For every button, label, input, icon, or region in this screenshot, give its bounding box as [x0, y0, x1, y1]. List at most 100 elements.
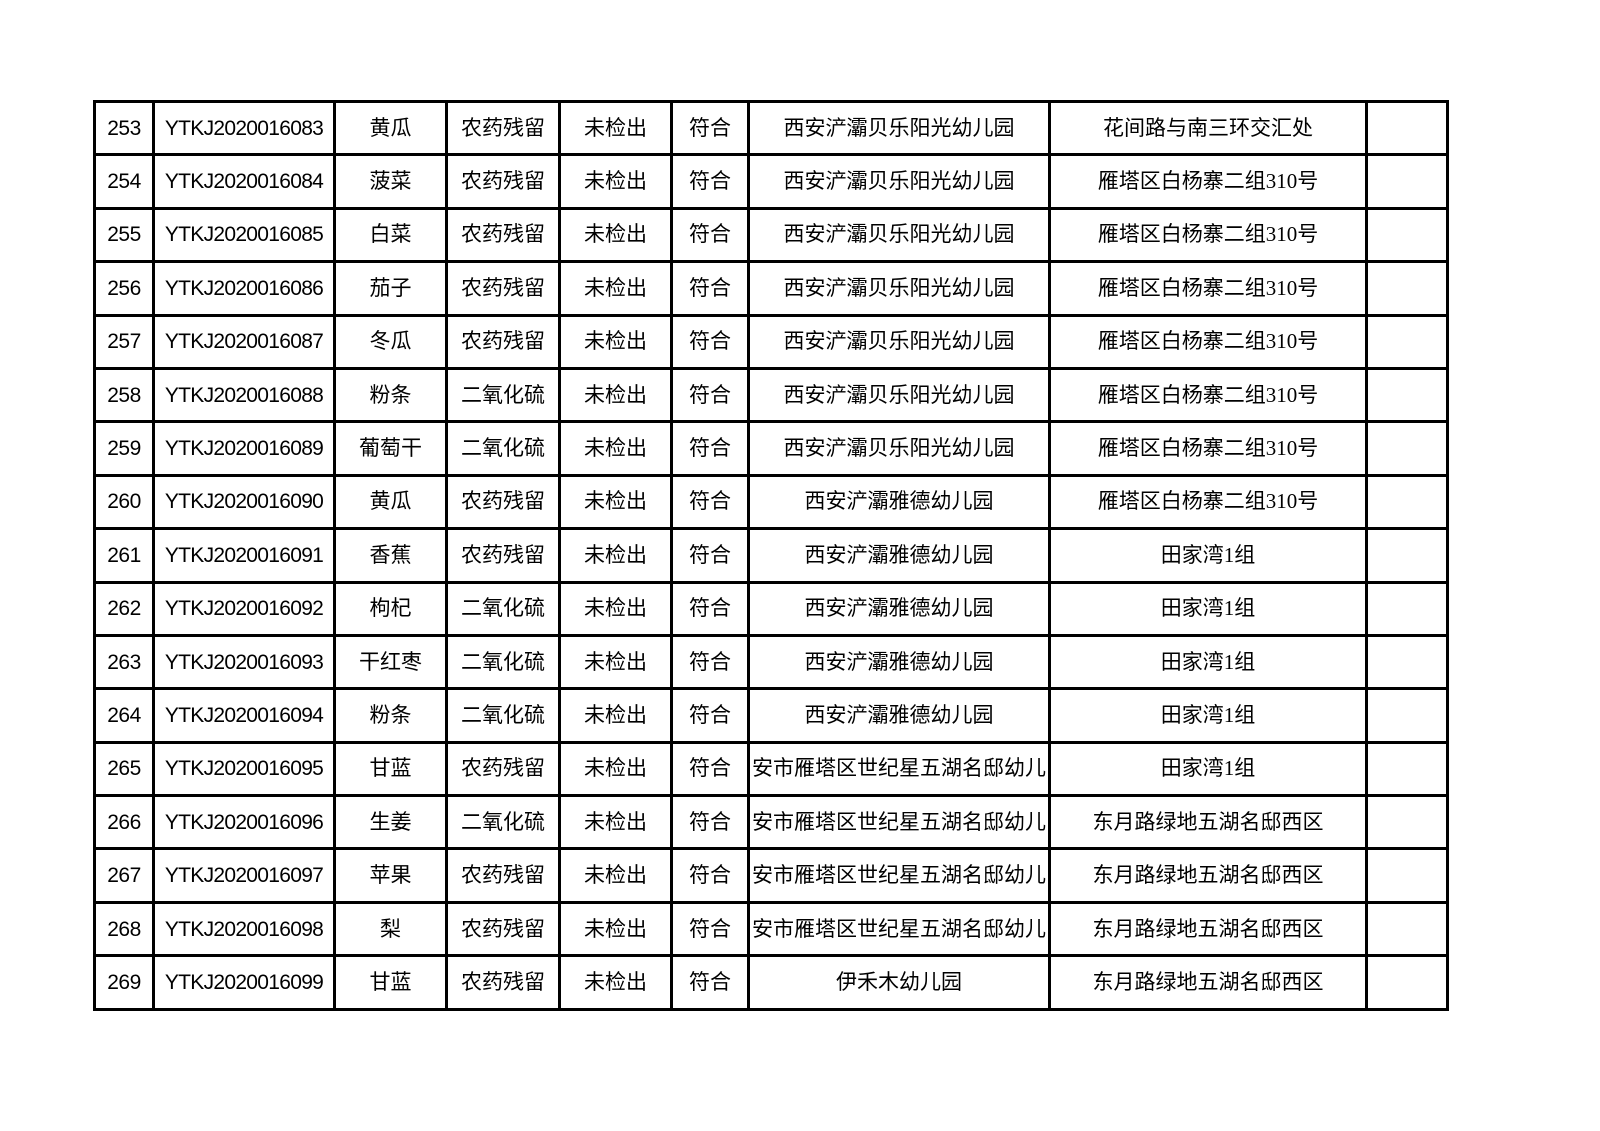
cell-sample-code: YTKJ2020016086	[152, 260, 336, 317]
cell-address: 雁塔区白杨寨二组310号	[1048, 153, 1368, 210]
cell-sample-code: YTKJ2020016091	[152, 527, 336, 584]
table-row: 262 YTKJ2020016092 枸杞 二氧化硫 未检出 符合 西安浐灞雅德…	[93, 580, 1449, 637]
cell-address: 田家湾1组	[1048, 633, 1368, 691]
cell-address: 东月路绿地五湖名邸西区	[1048, 954, 1368, 1011]
cell-sample-code: YTKJ2020016085	[152, 206, 336, 264]
cell-conclusion: 符合	[670, 687, 750, 744]
cell-row-number: 260	[93, 473, 155, 531]
cell-organization: 西安浐灞雅德幼儿园	[747, 633, 1051, 691]
cell-conclusion: 符合	[670, 900, 750, 958]
cell-organization: 西安浐灞贝乐阳光幼儿园	[747, 366, 1051, 424]
table-body: 253 YTKJ2020016083 黄瓜 农药残留 未检出 符合 西安浐灞贝乐…	[93, 99, 1449, 1011]
cell-sample-code: YTKJ2020016096	[152, 794, 336, 851]
cell-sample-code: YTKJ2020016098	[152, 900, 336, 958]
cell-conclusion: 符合	[670, 633, 750, 691]
cell-test-result: 未检出	[558, 633, 673, 691]
cell-organization: 西安浐灞雅德幼儿园	[747, 473, 1051, 531]
cell-organization: 西安浐灞贝乐阳光幼儿园	[747, 260, 1051, 317]
cell-conclusion: 符合	[670, 366, 750, 424]
cell-address: 花间路与南三环交汇处	[1048, 99, 1368, 157]
cell-address: 雁塔区白杨寨二组310号	[1048, 313, 1368, 370]
cell-sample-name: 菠菜	[333, 153, 448, 210]
cell-conclusion: 符合	[670, 794, 750, 851]
cell-remark	[1365, 420, 1449, 477]
cell-conclusion: 符合	[670, 206, 750, 264]
cell-remark	[1365, 99, 1449, 157]
cell-row-number: 263	[93, 633, 155, 691]
cell-remark	[1365, 740, 1449, 798]
cell-test-item: 二氧化硫	[445, 794, 561, 851]
cell-organization: 安市雁塔区世纪星五湖名邸幼儿	[747, 740, 1051, 798]
cell-row-number: 268	[93, 900, 155, 958]
cell-organization: 西安浐灞贝乐阳光幼儿园	[747, 420, 1051, 477]
cell-remark	[1365, 366, 1449, 424]
cell-address: 田家湾1组	[1048, 580, 1368, 637]
cell-row-number: 256	[93, 260, 155, 317]
cell-conclusion: 符合	[670, 847, 750, 904]
table-row: 258 YTKJ2020016088 粉条 二氧化硫 未检出 符合 西安浐灞贝乐…	[93, 366, 1449, 424]
cell-remark	[1365, 954, 1449, 1011]
cell-sample-name: 干红枣	[333, 633, 448, 691]
cell-test-item: 农药残留	[445, 99, 561, 157]
cell-organization: 西安浐灞雅德幼儿园	[747, 580, 1051, 637]
cell-test-result: 未检出	[558, 580, 673, 637]
cell-remark	[1365, 900, 1449, 958]
table-row: 261 YTKJ2020016091 香蕉 农药残留 未检出 符合 西安浐灞雅德…	[93, 527, 1449, 584]
cell-organization: 安市雁塔区世纪星五湖名邸幼儿	[747, 794, 1051, 851]
cell-organization: 西安浐灞雅德幼儿园	[747, 687, 1051, 744]
table-row: 264 YTKJ2020016094 粉条 二氧化硫 未检出 符合 西安浐灞雅德…	[93, 687, 1449, 744]
cell-sample-name: 甘蓝	[333, 740, 448, 798]
cell-sample-code: YTKJ2020016089	[152, 420, 336, 477]
cell-sample-name: 甘蓝	[333, 954, 448, 1011]
cell-row-number: 269	[93, 954, 155, 1011]
cell-conclusion: 符合	[670, 954, 750, 1011]
cell-row-number: 265	[93, 740, 155, 798]
cell-conclusion: 符合	[670, 527, 750, 584]
cell-address: 雁塔区白杨寨二组310号	[1048, 206, 1368, 264]
table-row: 267 YTKJ2020016097 苹果 农药残留 未检出 符合 安市雁塔区世…	[93, 847, 1449, 904]
cell-sample-code: YTKJ2020016095	[152, 740, 336, 798]
cell-test-result: 未检出	[558, 366, 673, 424]
cell-test-result: 未检出	[558, 473, 673, 531]
cell-remark	[1365, 527, 1449, 584]
cell-conclusion: 符合	[670, 420, 750, 477]
table-row: 253 YTKJ2020016083 黄瓜 农药残留 未检出 符合 西安浐灞贝乐…	[93, 99, 1449, 157]
cell-organization: 西安浐灞贝乐阳光幼儿园	[747, 99, 1051, 157]
cell-address: 东月路绿地五湖名邸西区	[1048, 847, 1368, 904]
cell-test-result: 未检出	[558, 99, 673, 157]
cell-test-result: 未检出	[558, 527, 673, 584]
cell-sample-name: 枸杞	[333, 580, 448, 637]
cell-test-result: 未检出	[558, 954, 673, 1011]
cell-test-result: 未检出	[558, 206, 673, 264]
cell-remark	[1365, 687, 1449, 744]
cell-test-result: 未检出	[558, 260, 673, 317]
cell-conclusion: 符合	[670, 153, 750, 210]
cell-test-item: 农药残留	[445, 473, 561, 531]
cell-test-item: 农药残留	[445, 847, 561, 904]
inspection-results-table: 253 YTKJ2020016083 黄瓜 农药残留 未检出 符合 西安浐灞贝乐…	[93, 99, 1449, 1011]
cell-address: 雁塔区白杨寨二组310号	[1048, 366, 1368, 424]
cell-conclusion: 符合	[670, 99, 750, 157]
cell-sample-code: YTKJ2020016097	[152, 847, 336, 904]
cell-remark	[1365, 153, 1449, 210]
cell-address: 田家湾1组	[1048, 687, 1368, 744]
cell-test-item: 农药残留	[445, 954, 561, 1011]
cell-row-number: 255	[93, 206, 155, 264]
cell-remark	[1365, 473, 1449, 531]
cell-sample-code: YTKJ2020016090	[152, 473, 336, 531]
cell-test-item: 二氧化硫	[445, 420, 561, 477]
cell-organization: 安市雁塔区世纪星五湖名邸幼儿	[747, 900, 1051, 958]
cell-test-item: 二氧化硫	[445, 366, 561, 424]
cell-sample-code: YTKJ2020016084	[152, 153, 336, 210]
cell-sample-name: 生姜	[333, 794, 448, 851]
cell-sample-name: 苹果	[333, 847, 448, 904]
cell-row-number: 254	[93, 153, 155, 210]
cell-conclusion: 符合	[670, 740, 750, 798]
cell-row-number: 259	[93, 420, 155, 477]
cell-sample-name: 香蕉	[333, 527, 448, 584]
cell-sample-name: 粉条	[333, 687, 448, 744]
cell-address: 雁塔区白杨寨二组310号	[1048, 420, 1368, 477]
cell-organization: 西安浐灞雅德幼儿园	[747, 527, 1051, 584]
cell-sample-name: 梨	[333, 900, 448, 958]
cell-test-item: 农药残留	[445, 260, 561, 317]
